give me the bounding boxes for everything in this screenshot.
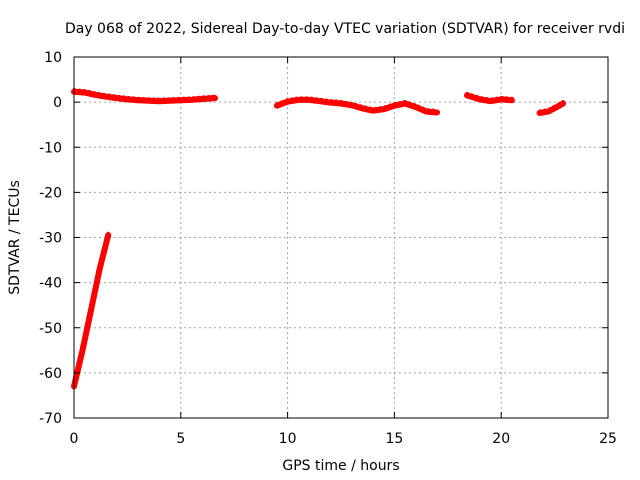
x-tick-label: 25 [599, 431, 617, 447]
x-tick-label: 5 [176, 431, 185, 447]
y-tick-label: -70 [39, 411, 62, 427]
series-segment-5 [536, 100, 567, 116]
x-axis-label: GPS time / hours [282, 458, 399, 474]
x-tick-label: 15 [385, 431, 403, 447]
series-segment-3-marks [275, 96, 439, 112]
y-tick-label: -60 [39, 366, 62, 382]
x-tick-label: 0 [70, 431, 79, 447]
plot-series [71, 88, 567, 390]
series-segment-2-marks [72, 88, 217, 101]
x-tick-label: 10 [279, 431, 297, 447]
series-segment-4 [464, 92, 515, 105]
axis-ticks: 0 5 10 15 20 25 10 0 -10 -20 -30 -40 -50 -60 -70 [39, 50, 617, 447]
x-tick-label: 20 [492, 431, 510, 447]
y-tick-label: -40 [39, 276, 62, 292]
y-tick-label: -50 [39, 321, 62, 337]
y-tick-label: -10 [39, 140, 62, 156]
y-tick-label: 10 [44, 50, 62, 66]
series-segment-2 [71, 88, 218, 105]
series-segment-5-marks [538, 100, 565, 113]
y-tick-label: 0 [53, 95, 62, 111]
y-tick-label: -30 [39, 231, 62, 247]
y-axis-label: SDTVAR / TECUs [7, 180, 23, 295]
chart-title: Day 068 of 2022, Sidereal Day-to-day VTE… [65, 21, 625, 37]
series-segment-3 [273, 96, 441, 116]
series-segment-1-marks [72, 231, 110, 386]
series-segment-4-marks [465, 91, 514, 101]
y-tick-label: -20 [39, 185, 62, 201]
grid [74, 57, 608, 418]
